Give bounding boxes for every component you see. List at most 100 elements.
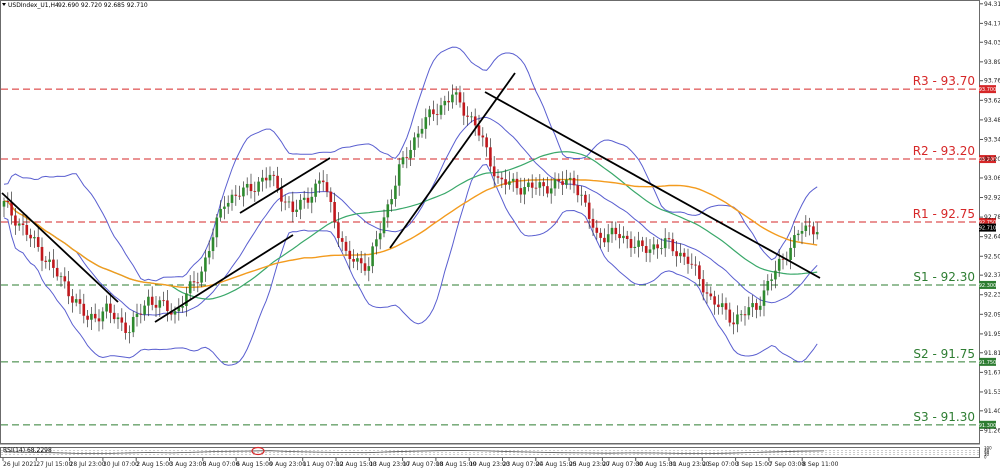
candle-body-69 [264, 177, 268, 181]
candle-body-203 [774, 270, 777, 280]
candle-body-111 [424, 117, 428, 129]
candle-body-90 [344, 241, 348, 251]
candle-body-191 [728, 309, 732, 323]
candle-body-185 [705, 292, 709, 294]
candle-body-96 [367, 266, 371, 271]
rsi-tick-0: 100 [984, 446, 992, 451]
candle-body-213 [812, 226, 815, 235]
candle-body-85 [325, 182, 329, 192]
level-tag-4: 91.750 [979, 360, 997, 366]
candle-body-175 [667, 238, 671, 240]
candle-body-182 [694, 264, 697, 266]
candle-body-195 [743, 314, 747, 316]
candle-body-34 [131, 316, 135, 333]
candle-body-68 [261, 177, 264, 182]
trendline-0 [1, 192, 119, 303]
x-tick-label-4: 2 Aug 15:00 [136, 461, 173, 468]
candle-body-70 [268, 174, 272, 181]
price-tag: 92.710 [979, 226, 997, 232]
rsi-tick-2: 50 [984, 450, 990, 455]
candle-body-154 [587, 202, 591, 219]
level-tag-bg-4 [979, 357, 996, 366]
candle-body-170 [648, 249, 652, 253]
candle-body-29 [112, 312, 116, 320]
level-tag-3: 92.300 [979, 283, 997, 289]
candle-body-108 [413, 137, 416, 150]
candle-body-1 [6, 201, 10, 203]
candle-body-109 [416, 133, 420, 138]
x-tick-label-13: 18 Aug 15:00 [436, 461, 477, 468]
candle-body-37 [143, 305, 146, 315]
candle-body-38 [147, 296, 150, 306]
x-tick-label-2: 28 Jul 23:00 [70, 461, 106, 468]
candle-body-50 [192, 281, 196, 283]
candle-body-19 [74, 299, 78, 303]
candle-body-27 [105, 303, 108, 312]
candle-body-121 [462, 102, 466, 116]
candle-body-134 [511, 178, 515, 182]
level-label-1: R2 - 93.20 [913, 144, 975, 158]
candle-body-94 [359, 258, 363, 264]
y-tick-label-9: 93.065 [984, 175, 1000, 182]
candle-body-198 [755, 303, 758, 310]
candle-body-210 [800, 230, 804, 234]
candle-body-165 [629, 238, 633, 248]
y-axis: 94.310 94.170 94.035 93.895 93.760 93.620 93.4… [980, 1, 1000, 434]
candle-body-42 [162, 300, 165, 302]
candle-body-62 [238, 195, 241, 197]
level-tag-1: 93.200 [979, 157, 997, 163]
level-label-4: S2 - 91.75 [913, 347, 975, 361]
x-tick-label-24: 8 Sep 11:00 [802, 461, 838, 468]
candle-body-180 [686, 256, 690, 264]
candle-body-114 [435, 114, 439, 115]
y-tick-label-12: 92.645 [984, 234, 1000, 241]
candle-body-147 [561, 181, 564, 185]
candle-body-124 [473, 116, 477, 126]
candle-body-116 [443, 100, 447, 106]
x-tick-label-22: 3 Sep 15:00 [736, 461, 772, 468]
candle-body-16 [63, 276, 67, 282]
candle-body-17 [67, 281, 70, 297]
candle-body-43 [166, 300, 169, 312]
trendline-1 [154, 234, 294, 323]
candle-body-119 [454, 92, 458, 95]
x-tick-label-1: 27 Jul 15:00 [36, 461, 72, 468]
candle-body-205 [781, 258, 785, 260]
candle-body-33 [128, 332, 131, 334]
candle-body-136 [519, 188, 523, 195]
candle-body-194 [739, 314, 743, 316]
candle-body-91 [348, 250, 352, 260]
candle-body-196 [747, 307, 751, 316]
y-tick-label-13: 92.505 [984, 253, 1000, 260]
candle-body-83 [318, 180, 321, 184]
candle-body-118 [451, 94, 454, 103]
trendline-2 [239, 157, 331, 214]
symbol-label: USDIndex_U1,H4 [8, 2, 59, 9]
x-tick-label-6: 5 Aug 07:00 [203, 461, 240, 468]
candle-body-188 [717, 304, 720, 308]
candle-body-65 [249, 183, 253, 192]
trendline-4 [484, 91, 821, 279]
candle-body-103 [394, 185, 397, 199]
candle-body-32 [124, 322, 127, 333]
level-tag-5: 91.300 [979, 423, 997, 429]
candle-body-61 [234, 194, 238, 196]
x-tick-label-0: 26 Jul 2021 [3, 461, 37, 468]
candle-body-81 [310, 196, 314, 203]
candle-body-192 [732, 322, 735, 325]
candle-body-100 [382, 217, 386, 234]
candle-body-35 [135, 313, 139, 317]
level-tag-0: 93.700 [979, 87, 997, 93]
candle-body-84 [321, 180, 325, 183]
candle-body-40 [154, 304, 158, 308]
rsi-tick-4: 0 [984, 455, 987, 460]
candle-body-158 [603, 237, 606, 243]
candle-body-63 [242, 187, 245, 197]
candle-body-159 [606, 234, 610, 243]
candle-body-207 [789, 247, 792, 260]
rsi-line [3, 450, 825, 455]
y-tick-label-20: 91.535 [984, 389, 1000, 396]
x-tick-label-15: 23 Aug 07:00 [503, 461, 544, 468]
candle-body-47 [181, 306, 184, 308]
dropdown-triangle-icon[interactable] [2, 3, 6, 6]
